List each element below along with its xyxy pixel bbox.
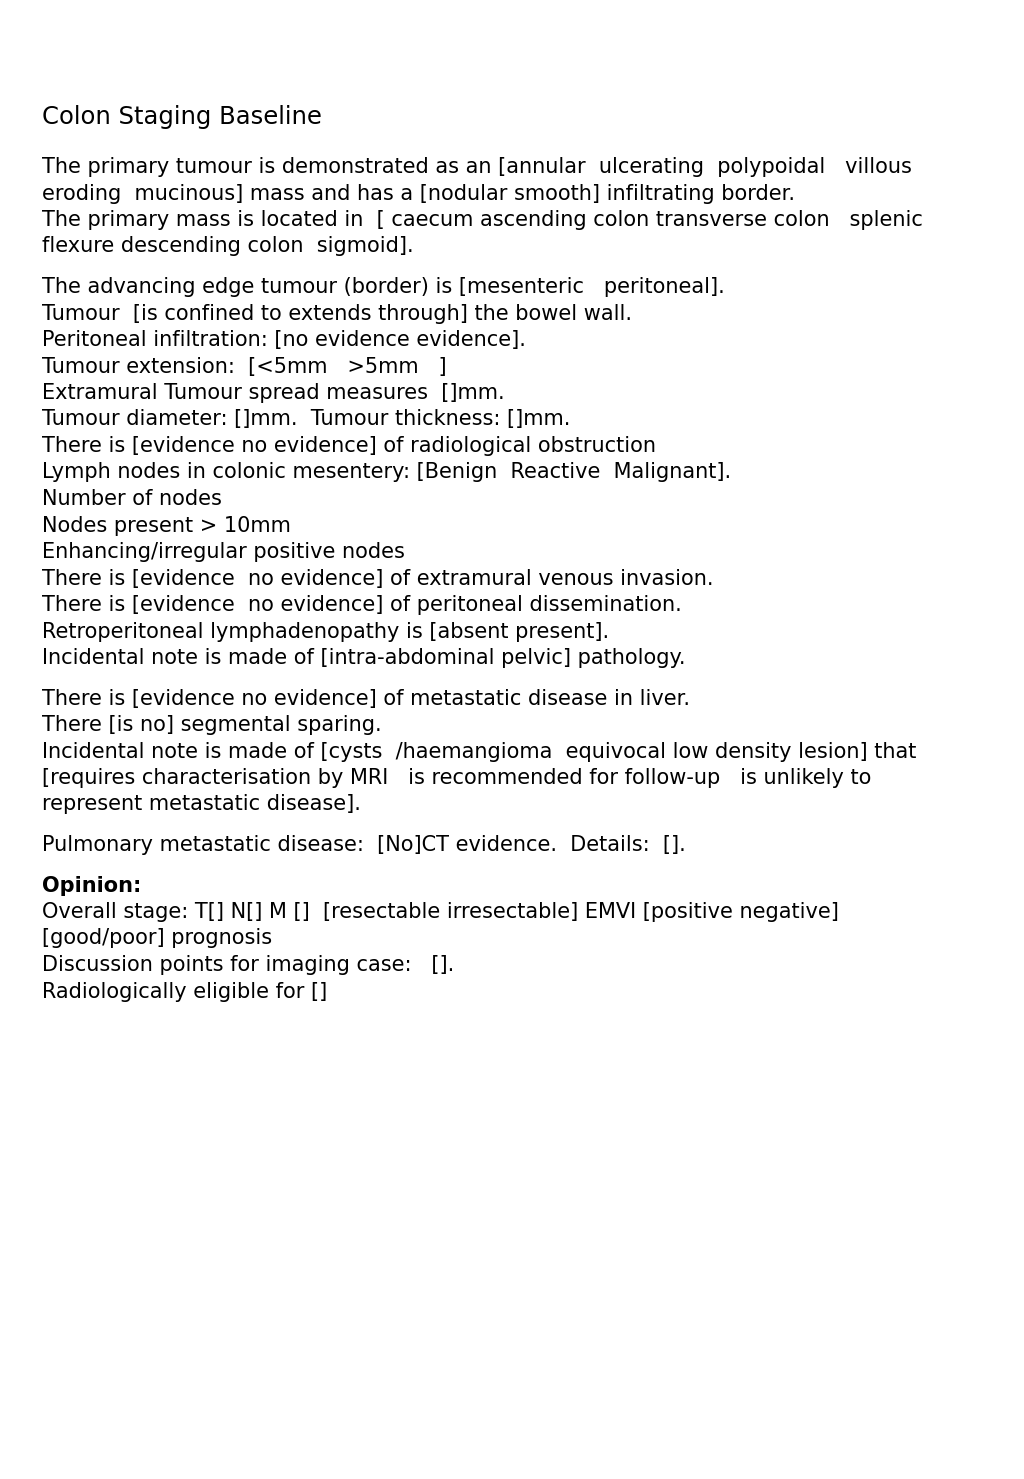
Text: Pulmonary metastatic disease:  [No]CT evidence.  Details:  [].: Pulmonary metastatic disease: [No]CT evi… [42, 836, 686, 855]
Text: Colon Staging Baseline: Colon Staging Baseline [42, 105, 322, 129]
Text: Incidental note is made of [intra-abdominal pelvic] pathology.: Incidental note is made of [intra-abdomi… [42, 648, 685, 669]
Text: The advancing edge tumour (border) is [mesenteric   peritoneal].: The advancing edge tumour (border) is [m… [42, 277, 725, 297]
Text: There is [evidence no evidence] of radiological obstruction: There is [evidence no evidence] of radio… [42, 436, 656, 456]
Text: [requires characterisation by MRI   is recommended for follow-up   is unlikely t: [requires characterisation by MRI is rec… [42, 768, 871, 788]
Text: Peritoneal infiltration: [no evidence evidence].: Peritoneal infiltration: [no evidence ev… [42, 330, 526, 351]
Text: The primary mass is located in  [ caecum ascending colon transverse colon   sple: The primary mass is located in [ caecum … [42, 210, 923, 231]
Text: represent metastatic disease].: represent metastatic disease]. [42, 794, 360, 815]
Text: Nodes present > 10mm: Nodes present > 10mm [42, 516, 291, 535]
Text: Extramural Tumour spread measures  []mm.: Extramural Tumour spread measures []mm. [42, 383, 505, 402]
Text: [good/poor] prognosis: [good/poor] prognosis [42, 929, 272, 948]
Text: Opinion:: Opinion: [42, 876, 141, 895]
Text: Retroperitoneal lymphadenopathy is [absent present].: Retroperitoneal lymphadenopathy is [abse… [42, 621, 609, 642]
Text: flexure descending colon  sigmoid].: flexure descending colon sigmoid]. [42, 237, 414, 256]
Text: Radiologically eligible for []: Radiologically eligible for [] [42, 982, 328, 1001]
Text: Tumour diameter: []mm.  Tumour thickness: []mm.: Tumour diameter: []mm. Tumour thickness:… [42, 410, 570, 429]
Text: Lymph nodes in colonic mesentery: [Benign  Reactive  Malignant].: Lymph nodes in colonic mesentery: [Benig… [42, 463, 731, 482]
Text: There [is no] segmental sparing.: There [is no] segmental sparing. [42, 714, 382, 735]
Text: Enhancing/irregular positive nodes: Enhancing/irregular positive nodes [42, 541, 404, 562]
Text: Number of nodes: Number of nodes [42, 490, 222, 509]
Text: The primary tumour is demonstrated as an [annular  ulcerating  polypoidal   vill: The primary tumour is demonstrated as an… [42, 157, 912, 177]
Text: Tumour extension:  [<5mm   >5mm   ]: Tumour extension: [<5mm >5mm ] [42, 356, 446, 377]
Text: Incidental note is made of [cysts  /haemangioma  equivocal low density lesion] t: Incidental note is made of [cysts /haema… [42, 741, 916, 762]
Text: Discussion points for imaging case:   [].: Discussion points for imaging case: []. [42, 955, 455, 975]
Text: eroding  mucinous] mass and has a [nodular smooth] infiltrating border.: eroding mucinous] mass and has a [nodula… [42, 183, 795, 204]
Text: Tumour  [is confined to extends through] the bowel wall.: Tumour [is confined to extends through] … [42, 303, 632, 324]
Text: Overall stage: T[] N[] M []  [resectable irresectable] EMVI [positive negative]: Overall stage: T[] N[] M [] [resectable … [42, 902, 839, 921]
Text: There is [evidence no evidence] of metastatic disease in liver.: There is [evidence no evidence] of metas… [42, 689, 690, 708]
Text: There is [evidence  no evidence] of peritoneal dissemination.: There is [evidence no evidence] of perit… [42, 595, 682, 615]
Text: There is [evidence  no evidence] of extramural venous invasion.: There is [evidence no evidence] of extra… [42, 568, 714, 589]
